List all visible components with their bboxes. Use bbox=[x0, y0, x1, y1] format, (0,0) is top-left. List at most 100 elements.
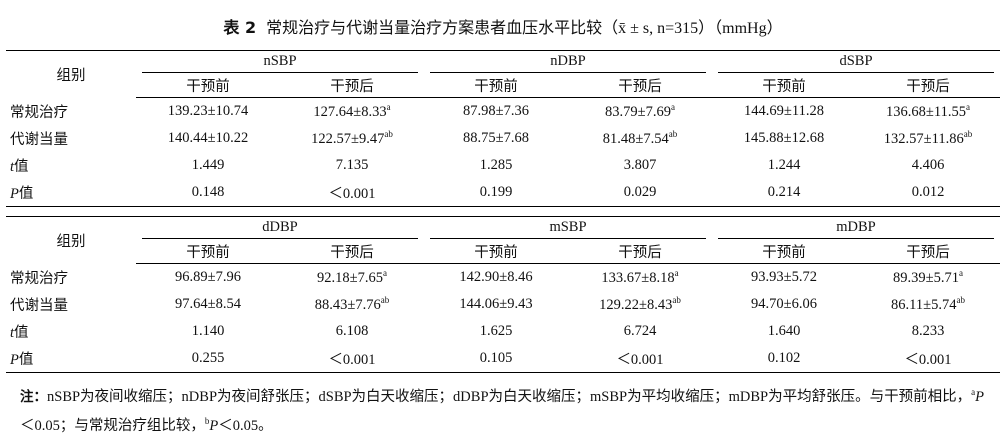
cell: ＜0.001 bbox=[568, 345, 712, 373]
cell-value: 92.18±7.65 bbox=[317, 269, 383, 286]
row-label: 代谢当量 bbox=[6, 125, 136, 152]
row-label-text: 代谢当量 bbox=[10, 298, 68, 314]
group-header: mDBP bbox=[712, 216, 1000, 239]
row-label-text: 值 bbox=[18, 186, 34, 202]
subheader: 干预后 bbox=[280, 239, 424, 264]
note-text: nSBP为夜间收缩压；nDBP为夜间舒张压；dSBP为白天收缩压；dDBP为白天… bbox=[47, 388, 972, 405]
group-label: mSBP bbox=[430, 217, 706, 239]
group-row: 组别 dDBP mSBP mDBP bbox=[6, 216, 1000, 264]
group-label: dDBP bbox=[142, 217, 418, 239]
cell-sup: a bbox=[382, 268, 387, 279]
group-header: nDBP bbox=[424, 50, 712, 73]
subheader: 干预前 bbox=[136, 73, 280, 98]
group-label: mDBP bbox=[718, 217, 994, 239]
cell: 7.135 bbox=[335, 157, 369, 173]
group-label: dSBP bbox=[718, 51, 994, 73]
subheader: 干预前 bbox=[424, 239, 568, 264]
subheader: 干预后 bbox=[568, 239, 712, 264]
cell: 139.23±10.74 bbox=[167, 103, 249, 119]
cell: 1.449 bbox=[191, 157, 225, 173]
cell: 0.102 bbox=[712, 345, 856, 373]
subheader: 干预后 bbox=[280, 73, 424, 98]
cell: 93.93±5.72 bbox=[751, 269, 817, 285]
cell-sup: ab bbox=[963, 129, 973, 140]
cell-sup: a bbox=[674, 268, 679, 279]
row-label: t值 bbox=[6, 152, 136, 179]
subheader: 干预后 bbox=[856, 73, 1000, 98]
data-row: t值 1.449 7.135 1.285 3.807 1.244 4.406 bbox=[6, 152, 1000, 179]
cell-value: 83.79±7.69 bbox=[605, 103, 671, 120]
title-text: 常规治疗与代谢当量治疗方案患者血压水平比较（x̄ ± s, n=315）（mmH… bbox=[266, 20, 783, 37]
note-text: ＜0.05。 bbox=[218, 417, 273, 434]
group-label: nDBP bbox=[430, 51, 706, 73]
cell: 94.70±6.06 bbox=[751, 296, 817, 312]
subheader: 干预前 bbox=[712, 73, 856, 98]
cell: 144.69±11.28 bbox=[744, 103, 824, 119]
group-header: dSBP bbox=[712, 50, 1000, 73]
subheader-row: 干预前 干预后 干预前 干预后 干预前 干预后 bbox=[6, 73, 1000, 98]
row-label-text: 常规治疗 bbox=[10, 104, 68, 121]
cell: 144.06±9.43 bbox=[459, 296, 533, 312]
note-sup: b bbox=[204, 415, 210, 426]
row-label-var: t bbox=[10, 159, 15, 175]
data-row: t值 1.140 6.108 1.625 6.724 1.640 8.233 bbox=[6, 318, 1000, 345]
note-text: ＜0.05；与常规治疗组比较， bbox=[20, 417, 205, 434]
data-row: 代谢当量 97.64±8.54 88.43±7.76 ab 144.06±9.43 129… bbox=[6, 291, 1000, 318]
cell: 0.214 bbox=[712, 179, 856, 207]
subheader: 干预前 bbox=[712, 239, 856, 264]
cell-value: 88.43±7.76 bbox=[314, 296, 381, 313]
cell: 132.57±11.86ab bbox=[856, 125, 1000, 152]
row-label: t值 bbox=[6, 318, 136, 345]
group-header: dDBP bbox=[136, 216, 424, 239]
row-label-text: 代谢当量 bbox=[10, 132, 68, 148]
cell: 88.75±7.68 bbox=[463, 130, 529, 146]
cell-sup: ab bbox=[956, 295, 965, 306]
data-row: 代谢当量 140.44±10.22 122.57±9.47ab 88.75±7.68 8… bbox=[6, 125, 1000, 152]
row-label-text: 值 bbox=[14, 159, 29, 175]
note-var: P bbox=[209, 417, 219, 434]
subheader-row: 干预前 干预后 干预前 干预后 干预前 干预后 bbox=[6, 239, 1000, 264]
cell: 0.105 bbox=[424, 345, 568, 373]
cell: 140.44±10.22 bbox=[167, 130, 249, 146]
cell-sup: a bbox=[965, 102, 970, 113]
cell: 97.64±8.54 bbox=[175, 296, 241, 312]
cell-value: 132.57±11.86 bbox=[883, 130, 964, 147]
cell: ＜0.001 bbox=[280, 179, 424, 207]
row-label: 常规治疗 bbox=[6, 98, 136, 126]
row-label-var: t bbox=[10, 325, 15, 341]
corner-header: 组别 bbox=[6, 216, 136, 264]
cell: ＜0.001 bbox=[856, 345, 1000, 373]
cell: 3.807 bbox=[623, 157, 657, 173]
cell: 1.244 bbox=[767, 157, 801, 173]
cell: 129.22±8.43ab bbox=[568, 291, 712, 318]
subheader: 干预后 bbox=[568, 73, 712, 98]
note-label: 注： bbox=[20, 388, 47, 405]
group-header: mSBP bbox=[424, 216, 712, 239]
cell-sup: a bbox=[670, 102, 675, 113]
cell-value: 127.64±8.33 bbox=[313, 103, 387, 120]
cell: 0.255 bbox=[136, 345, 280, 373]
cell: 133.67±8.18a bbox=[568, 264, 712, 292]
table-title: 表 2 常规治疗与代谢当量治疗方案患者血压水平比较（x̄ ± s, n=315）（… bbox=[0, 14, 1006, 38]
cell: 6.108 bbox=[335, 323, 369, 339]
cell: 83.79±7.69a bbox=[568, 98, 712, 126]
data-table: 组别 nSBP nDBP dSBP 干预前 干预后 干预前 干预后 干预前 干预后 常规治疗 139.… bbox=[6, 50, 1000, 207]
cell: 89.39±5.71a bbox=[856, 264, 1000, 292]
cell-value: 136.68±11.55 bbox=[886, 103, 966, 120]
note-var: P bbox=[975, 388, 984, 405]
data-row: P值 0.148 ＜0.001 0.199 0.029 0.214 0.012 bbox=[6, 179, 1000, 207]
cell: 127.64±8.33a bbox=[280, 98, 424, 126]
cell: 96.89±7.96 bbox=[175, 269, 241, 285]
row-label: P值 bbox=[6, 179, 136, 207]
cell: ＜0.001 bbox=[280, 345, 424, 373]
subheader: 干预后 bbox=[856, 239, 1000, 264]
data-row: P值 0.255 ＜0.001 0.105 ＜0.001 0.102 ＜0.001 bbox=[6, 345, 1000, 373]
cell: 0.148 bbox=[136, 179, 280, 207]
group-row: 组别 nSBP nDBP dSBP bbox=[6, 50, 1000, 98]
cell: 86.11±5.74ab bbox=[856, 291, 1000, 318]
group-header: nSBP bbox=[136, 50, 424, 73]
cell-sup: a bbox=[386, 102, 391, 113]
row-label: 代谢当量 bbox=[6, 291, 136, 318]
